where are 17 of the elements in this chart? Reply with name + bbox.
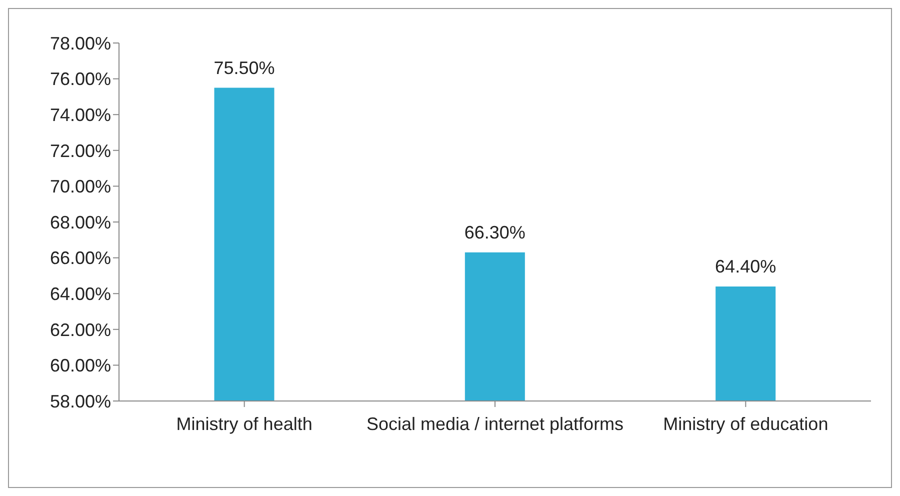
data-label: 64.40% [715, 256, 776, 276]
y-tick-label: 70.00% [50, 176, 111, 197]
y-tick-label: 64.00% [50, 284, 111, 304]
y-tick-label: 72.00% [50, 140, 111, 161]
y-tick-label: 58.00% [50, 391, 111, 412]
y-tick-label: 74.00% [50, 104, 111, 125]
x-tick-label: Ministry of health [176, 414, 312, 434]
data-label: 75.50% [214, 58, 275, 78]
y-tick-label: 62.00% [50, 320, 111, 340]
y-tick-label: 76.00% [50, 69, 111, 90]
y-tick-label: 78.00% [50, 33, 111, 54]
y-tick-label: 60.00% [50, 356, 111, 376]
x-tick-label: Social media / internet platforms [366, 414, 624, 434]
data-label: 66.30% [464, 222, 526, 242]
x-tick-label: Ministry of education [663, 414, 828, 434]
y-tick-label: 68.00% [50, 212, 111, 232]
y-tick-label: 66.00% [50, 248, 111, 268]
